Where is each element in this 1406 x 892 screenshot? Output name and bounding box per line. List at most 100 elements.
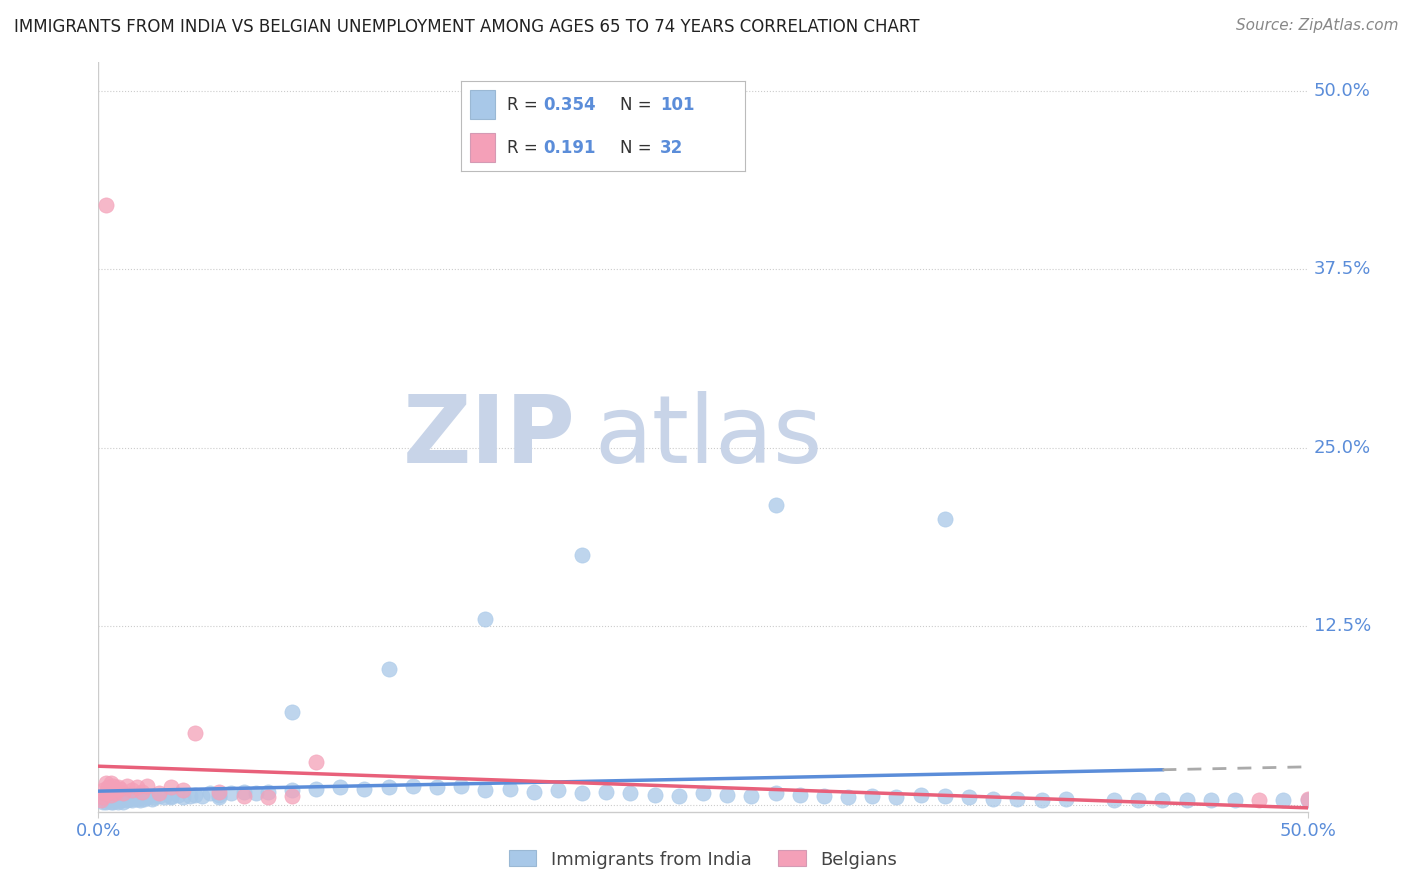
Point	[208, 785, 231, 799]
Point	[135, 789, 157, 803]
Point	[111, 790, 134, 805]
Point	[232, 785, 254, 799]
Point	[221, 786, 243, 800]
Point	[131, 785, 153, 799]
Point	[179, 789, 201, 803]
Point	[148, 789, 170, 803]
Point	[377, 780, 399, 795]
Point	[1296, 793, 1319, 807]
Point	[101, 779, 124, 793]
Point	[111, 795, 134, 809]
Point	[377, 662, 399, 676]
Point	[101, 783, 124, 797]
Point	[94, 198, 117, 212]
Text: atlas: atlas	[595, 391, 823, 483]
Point	[117, 793, 139, 807]
Point	[148, 786, 170, 800]
Point	[97, 780, 120, 795]
Point	[94, 776, 117, 790]
Point	[97, 785, 120, 799]
Point	[128, 793, 150, 807]
Point	[184, 788, 207, 802]
Point	[108, 793, 131, 807]
Point	[101, 789, 124, 803]
Point	[523, 785, 546, 799]
Point	[127, 792, 149, 806]
Point	[571, 786, 593, 800]
Point	[765, 786, 787, 800]
Point	[426, 780, 449, 795]
Point	[91, 790, 114, 805]
Point	[100, 790, 122, 805]
Point	[152, 790, 174, 805]
Point	[184, 726, 207, 740]
Point	[91, 795, 114, 809]
Point	[305, 781, 328, 796]
Point	[124, 790, 146, 805]
Point	[111, 792, 134, 806]
Point	[160, 780, 183, 795]
Point	[94, 786, 117, 800]
Point	[1199, 793, 1222, 807]
Point	[1296, 792, 1319, 806]
Point	[172, 783, 194, 797]
Point	[716, 788, 738, 802]
Point	[117, 779, 139, 793]
Point	[101, 795, 124, 809]
Point	[121, 793, 143, 807]
Point	[131, 790, 153, 805]
Point	[97, 793, 120, 807]
Point	[134, 792, 156, 806]
Point	[167, 788, 190, 802]
Point	[765, 498, 787, 512]
Point	[91, 790, 114, 805]
Point	[740, 789, 762, 803]
Text: IMMIGRANTS FROM INDIA VS BELGIAN UNEMPLOYMENT AMONG AGES 65 TO 74 YEARS CORRELAT: IMMIGRANTS FROM INDIA VS BELGIAN UNEMPLO…	[14, 18, 920, 36]
Point	[91, 783, 114, 797]
Point	[208, 788, 231, 802]
Point	[256, 790, 278, 805]
Point	[1007, 792, 1029, 806]
Point	[107, 780, 129, 795]
Point	[981, 792, 1004, 806]
Point	[245, 786, 267, 800]
Point	[450, 779, 472, 793]
Point	[547, 783, 569, 797]
Point	[232, 789, 254, 803]
Point	[160, 790, 183, 805]
Text: 12.5%: 12.5%	[1313, 617, 1371, 635]
Point	[108, 789, 131, 803]
Point	[100, 776, 122, 790]
Point	[837, 790, 859, 805]
Point	[198, 786, 221, 800]
Point	[281, 789, 304, 803]
Point	[107, 795, 129, 809]
Point	[94, 793, 117, 807]
Point	[1272, 793, 1295, 807]
Legend: Immigrants from India, Belgians: Immigrants from India, Belgians	[501, 841, 905, 878]
Point	[90, 793, 112, 807]
Point	[886, 790, 908, 805]
Point	[100, 788, 122, 802]
Point	[498, 781, 520, 796]
Text: 37.5%: 37.5%	[1313, 260, 1371, 278]
Point	[789, 788, 811, 802]
Point	[934, 789, 956, 803]
Point	[100, 790, 122, 805]
Point	[1128, 793, 1150, 807]
Point	[114, 790, 136, 805]
Point	[692, 786, 714, 800]
Point	[957, 790, 980, 805]
Point	[1249, 793, 1271, 807]
Point	[100, 795, 122, 809]
Point	[1054, 792, 1077, 806]
Point	[1152, 793, 1174, 807]
Point	[1031, 793, 1053, 807]
Point	[934, 512, 956, 526]
Point	[104, 786, 127, 800]
Point	[644, 788, 666, 802]
Point	[100, 792, 122, 806]
Text: 25.0%: 25.0%	[1313, 439, 1371, 457]
Point	[474, 612, 496, 626]
Point	[104, 793, 127, 807]
